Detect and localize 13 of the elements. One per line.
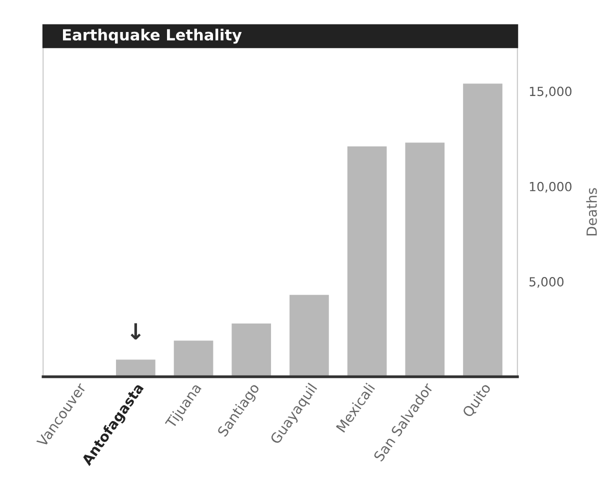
bar	[405, 142, 445, 377]
annotation: ↓	[130, 323, 141, 340]
bar	[174, 340, 214, 377]
bar	[347, 146, 387, 377]
y-tick-label: 5,000	[530, 277, 564, 288]
bar	[290, 294, 329, 377]
y-tick-label: 10,000	[530, 182, 572, 193]
y-tick-label: 15,000	[530, 86, 572, 98]
chart-title: Earthquake Lethality	[63, 28, 242, 44]
bar	[463, 84, 502, 377]
bar	[116, 360, 156, 377]
y-axis-title: Deaths	[586, 188, 597, 236]
bar	[232, 323, 272, 377]
